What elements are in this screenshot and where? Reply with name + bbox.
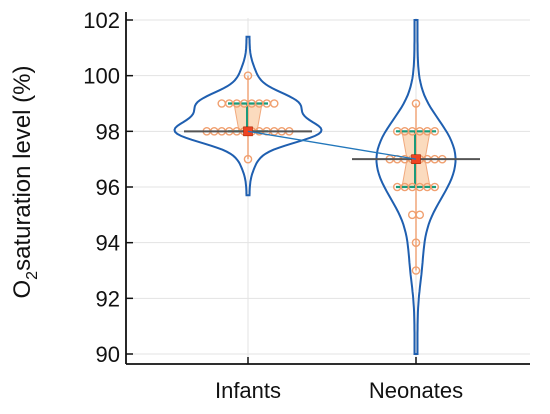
x-tick-label: Neonates	[369, 378, 463, 403]
data-point	[411, 238, 421, 247]
y-tick-label: 92	[96, 286, 120, 311]
data-point	[243, 71, 253, 80]
y-tick-label: 94	[96, 231, 120, 256]
tick-layer: 90 92 94 96 98 100 102 Infants Neonates	[83, 8, 463, 403]
y-tick-label: 102	[83, 8, 120, 33]
x-tick-label: Infants	[215, 378, 281, 403]
y-axis-title: O2saturation level (%)	[9, 66, 41, 299]
y-tick-label: 100	[83, 64, 120, 89]
violin-outline	[173, 35, 323, 197]
y-tick-label: 98	[96, 119, 120, 144]
data-point	[411, 99, 421, 108]
violin-outline	[375, 19, 457, 355]
data-point	[430, 127, 440, 136]
violin-layer	[173, 19, 480, 355]
y-tick-label: 96	[96, 175, 120, 200]
data-point	[415, 210, 425, 220]
violin-group	[173, 35, 323, 197]
data-point	[217, 99, 227, 108]
data-point	[269, 99, 279, 108]
axis-layer	[125, 12, 530, 365]
median-connector-line	[247, 130, 417, 160]
data-point	[430, 182, 440, 192]
data-point	[243, 154, 253, 164]
violin-group	[352, 19, 480, 355]
y-tick-label: 90	[96, 342, 120, 367]
data-point	[411, 266, 421, 275]
grid-layer	[126, 18, 530, 364]
y-axis-title-rest: saturation level (%)	[9, 66, 36, 271]
y-axis-title-subscript: 2	[24, 271, 41, 280]
y-axis-title-main: O	[9, 280, 36, 299]
data-point	[407, 210, 417, 220]
